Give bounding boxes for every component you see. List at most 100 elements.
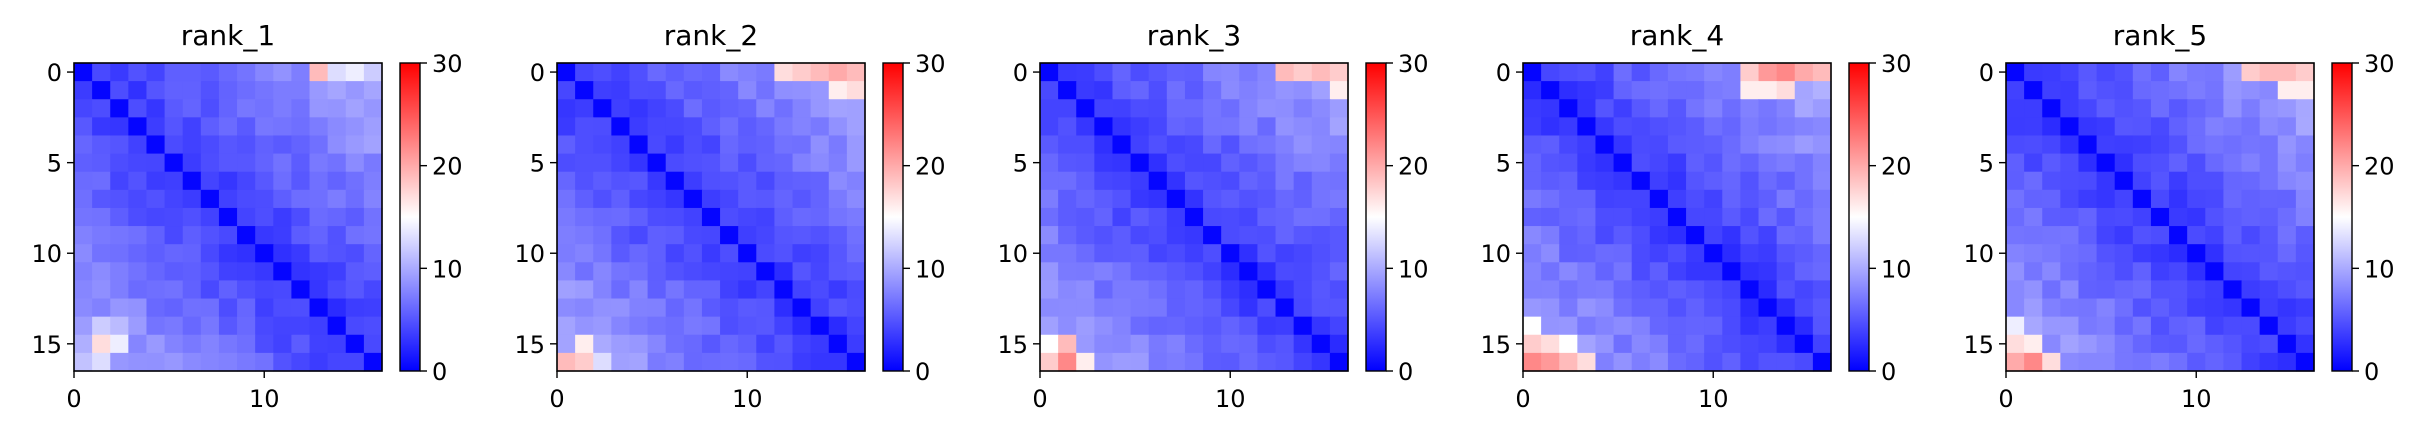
heatmap-cell [1058, 171, 1077, 191]
heatmap-cell [200, 81, 220, 100]
heatmap-cell [2078, 262, 2098, 282]
heatmap-cell [1076, 352, 1095, 372]
heatmap-cell [2006, 334, 2025, 354]
heatmap-cell [218, 226, 238, 245]
heatmap-cell [182, 117, 202, 137]
heatmap-cell [792, 334, 812, 354]
heatmap-cell [291, 262, 311, 282]
heatmap-cell [2169, 153, 2188, 173]
heatmap-cell [2150, 189, 2170, 209]
heatmap-cell [1058, 81, 1077, 100]
heatmap-cell [1794, 63, 1814, 82]
heatmap-cell [237, 280, 256, 300]
heatmap-cell [1812, 334, 1832, 354]
heatmap-cell [1559, 99, 1578, 118]
heatmap-cell [1221, 352, 1240, 372]
heatmap-cell [1040, 81, 1059, 100]
heatmap-cell [1221, 334, 1240, 354]
heatmap-cell [846, 135, 866, 155]
heatmap-cell [1740, 153, 1760, 173]
heatmap-cell [1293, 99, 1313, 118]
heatmap-cell [611, 226, 631, 245]
heatmap-cell [647, 63, 667, 82]
heatmap-cell [1704, 153, 1723, 173]
heatmap-cell [1329, 153, 1349, 173]
heatmap-cell [774, 153, 794, 173]
heatmap-cell [164, 81, 184, 100]
heatmap-cell [110, 189, 129, 209]
heatmap-cell [738, 298, 757, 318]
heatmap-cell [345, 189, 365, 209]
heatmap-cell [1758, 153, 1778, 173]
heatmap-cell [237, 316, 256, 336]
heatmap-cell [1040, 244, 1059, 263]
heatmap-cell [237, 189, 256, 209]
heatmap-cell [720, 244, 739, 263]
heatmap-cell [2241, 153, 2261, 173]
heatmap-cell [701, 63, 721, 82]
heatmap-cell [255, 189, 274, 209]
heatmap-cell [846, 117, 866, 137]
heatmap-cell [92, 316, 111, 336]
heatmap-cell [1758, 280, 1778, 300]
heatmap-cell [1166, 207, 1186, 227]
heatmap-cell [2006, 298, 2025, 318]
heatmap-cell [92, 334, 111, 354]
heatmap-cell [2205, 334, 2225, 354]
heatmap-cell [1667, 334, 1687, 354]
heatmap-cell [629, 99, 649, 118]
heatmap-cell [720, 334, 739, 354]
heatmap-cell [327, 316, 347, 336]
heatmap-cell [1257, 280, 1277, 300]
y-tick-label: 15 [997, 331, 1028, 359]
heatmap-cell [1559, 117, 1578, 137]
heatmap-cell [792, 117, 812, 137]
heatmap-cell [2006, 81, 2025, 100]
heatmap-cell [2060, 153, 2080, 173]
heatmap-cell [2006, 99, 2025, 118]
heatmap-cell [2241, 171, 2261, 191]
heatmap-cell [218, 316, 238, 336]
heatmap-cell [1667, 280, 1687, 300]
heatmap-cell [828, 334, 848, 354]
heatmap-cell [2024, 334, 2043, 354]
heatmap-cell [1112, 135, 1132, 155]
colorbar-tick-label: 30 [1398, 50, 1429, 78]
heatmap-cell [2006, 153, 2025, 173]
heatmap-cell [363, 244, 383, 263]
heatmap-cell [738, 207, 757, 227]
heatmap-cell [2060, 207, 2080, 227]
heatmap-cell [1776, 316, 1796, 336]
heatmap-cell [1577, 334, 1597, 354]
heatmap-cell [1076, 171, 1095, 191]
heatmap-cell [1649, 298, 1669, 318]
heatmap-cell [2042, 99, 2061, 118]
colorbar-gradient [1365, 62, 1387, 372]
heatmap-cell [2078, 81, 2098, 100]
heatmap-cell [593, 171, 612, 191]
heatmap-cell [593, 298, 612, 318]
heatmap-cell [1166, 316, 1186, 336]
heatmap-cell [701, 171, 721, 191]
heatmap-cell [1257, 207, 1277, 227]
heatmap-cell [2259, 189, 2279, 209]
heatmap-cell [1613, 135, 1633, 155]
heatmap-cell [273, 298, 293, 318]
heatmap-cell [2096, 99, 2116, 118]
heatmap-cell [1275, 280, 1295, 300]
heatmap-cell [846, 171, 866, 191]
heatmap-cell [1595, 334, 1615, 354]
heatmap-cell [1595, 226, 1615, 245]
chart-title: rank_2 [664, 19, 758, 52]
heatmap-cell [774, 352, 794, 372]
heatmap-cell [1704, 262, 1723, 282]
heatmap-cell [1239, 189, 1259, 209]
heatmap-cell [2259, 298, 2279, 318]
heatmap-cell [74, 153, 93, 173]
heatmap-cell [92, 352, 111, 372]
heatmap-cell [665, 171, 685, 191]
heatmap-cell [810, 298, 830, 318]
